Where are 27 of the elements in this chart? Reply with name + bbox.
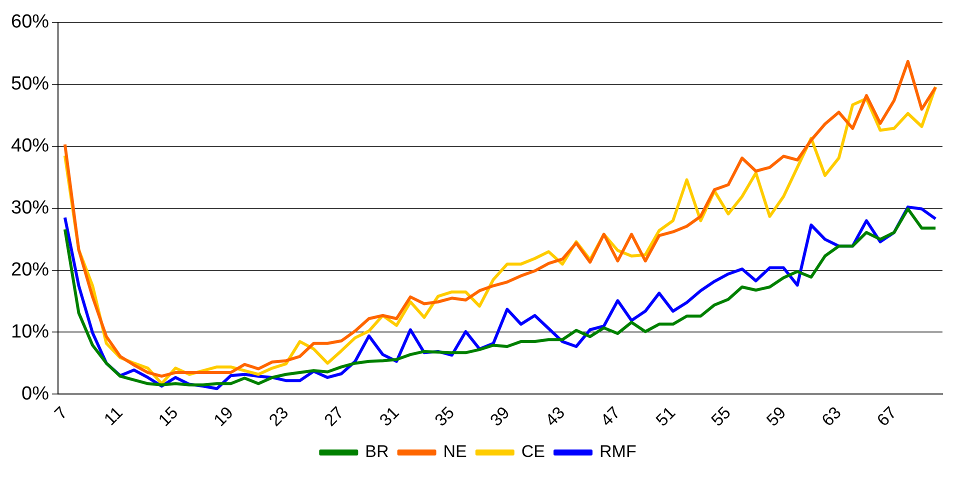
x-tick-label: 63 xyxy=(818,403,845,430)
x-tick-label: 47 xyxy=(597,403,624,430)
y-tick-label: 0% xyxy=(22,383,50,404)
legend-label: NE xyxy=(443,442,467,462)
x-tick-label: 7 xyxy=(50,403,72,424)
x-tick-label: 39 xyxy=(486,403,514,430)
y-tick-label: 60% xyxy=(10,12,50,33)
y-tick-label: 50% xyxy=(10,74,50,95)
y-tick-label: 20% xyxy=(10,260,50,281)
x-tick-label: 23 xyxy=(265,403,292,430)
y-tick-label: 10% xyxy=(10,321,50,342)
y-tick-label: 40% xyxy=(10,136,50,157)
x-tick-label: 51 xyxy=(652,403,680,430)
x-tick-label: 35 xyxy=(431,403,458,430)
x-tick-label: 19 xyxy=(210,403,237,430)
x-tick-label: 15 xyxy=(154,403,182,430)
x-tick-label: 31 xyxy=(376,403,403,430)
legend-label: RMF xyxy=(600,442,636,462)
x-tick-label: 27 xyxy=(320,403,348,430)
legend-label: BR xyxy=(365,442,389,462)
x-tick-label: 59 xyxy=(762,403,790,430)
x-tick-label: 11 xyxy=(100,403,126,430)
x-tick-label: 67 xyxy=(873,403,900,430)
y-tick-label: 30% xyxy=(10,198,50,219)
legend-label: CE xyxy=(521,442,546,462)
x-tick-label: 43 xyxy=(542,403,569,430)
x-tick-label: 55 xyxy=(708,403,734,430)
